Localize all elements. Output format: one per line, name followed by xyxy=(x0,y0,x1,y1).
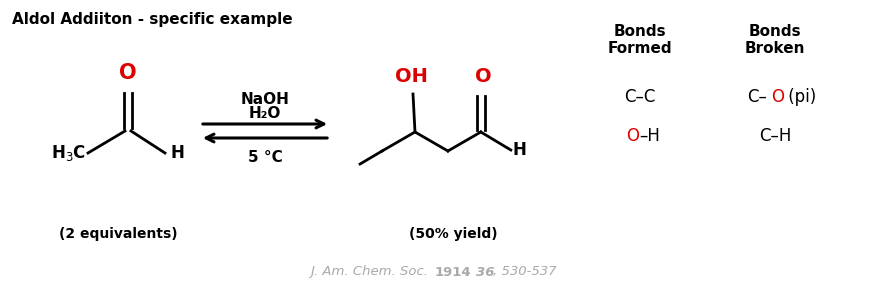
Text: , 530-537: , 530-537 xyxy=(493,265,556,278)
Text: Bonds
Broken: Bonds Broken xyxy=(745,24,805,56)
Text: J. Am. Chem. Soc.: J. Am. Chem. Soc. xyxy=(310,265,432,278)
Text: ,: , xyxy=(465,265,474,278)
Text: O: O xyxy=(771,88,784,106)
Text: 36: 36 xyxy=(476,265,494,278)
Text: (2 equivalents): (2 equivalents) xyxy=(59,227,177,241)
Text: C–H: C–H xyxy=(759,127,791,145)
Text: 1914: 1914 xyxy=(435,265,471,278)
Text: –H: –H xyxy=(639,127,660,145)
Text: (50% yield): (50% yield) xyxy=(408,227,498,241)
Text: O: O xyxy=(475,67,491,86)
Text: Bonds
Formed: Bonds Formed xyxy=(608,24,672,56)
Text: C–: C– xyxy=(747,88,766,106)
Text: (pi): (pi) xyxy=(783,88,816,106)
Text: Aldol Addiiton - specific example: Aldol Addiiton - specific example xyxy=(12,12,293,27)
Text: H: H xyxy=(170,144,184,162)
Text: C–C: C–C xyxy=(625,88,656,106)
Text: O: O xyxy=(626,127,639,145)
Text: NaOH: NaOH xyxy=(241,91,289,106)
Text: H: H xyxy=(512,141,526,159)
Text: H₂O: H₂O xyxy=(249,106,281,121)
Text: O: O xyxy=(119,63,137,83)
Text: OH: OH xyxy=(394,67,427,86)
Text: H$_3$C: H$_3$C xyxy=(51,143,86,163)
Text: 5 °C: 5 °C xyxy=(248,150,282,165)
